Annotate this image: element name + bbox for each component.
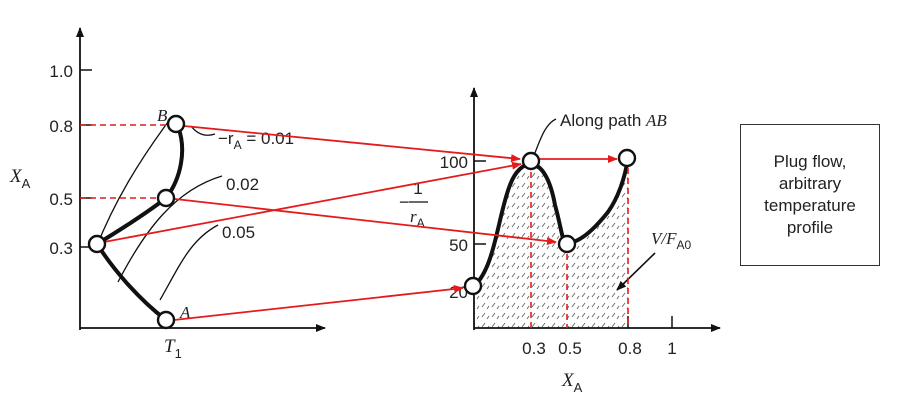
point-r-peak: [521, 151, 541, 171]
y-tick-1-0: 1.0: [49, 62, 73, 81]
left-dashed-guides: [80, 124, 176, 199]
point-r-valley: [557, 234, 577, 254]
point-r-start: [463, 276, 483, 296]
point-label-a: A: [179, 303, 191, 322]
path-label: Along path AB: [560, 111, 667, 130]
rate-curve-0-02: [117, 175, 223, 283]
point-x-03: [87, 234, 107, 254]
svg-text:rA: rA: [410, 207, 425, 230]
plug-flow-box: Plug flow, arbitrary temperature profile: [740, 124, 880, 266]
arrow-05-to-valley: [174, 198, 557, 245]
rate-curve-0-05: [159, 224, 219, 301]
point-x-05: [156, 188, 176, 208]
right-y-ticks: [474, 160, 486, 245]
point-a: [156, 310, 176, 330]
left-x-axis-label: T1: [164, 336, 182, 361]
right-y-tick-50: 50: [449, 236, 468, 255]
right-y-tick-100: 100: [440, 153, 468, 172]
right-dashed-guides: [530, 158, 629, 328]
point-b: [166, 114, 186, 134]
right-x-tick-0-8: 0.8: [618, 339, 642, 358]
right-x-axis-label: XA: [561, 370, 583, 395]
arrow-a-to-20: [173, 285, 464, 321]
right-x-tick-0-5: 0.5: [558, 339, 582, 358]
inverse-rate-curve: [472, 157, 630, 288]
y-tick-0-5: 0.5: [49, 190, 73, 209]
rate-label-0-02: 0.02: [226, 175, 259, 194]
svg-text:1: 1: [413, 179, 422, 198]
point-label-b: B: [157, 106, 168, 125]
area-label: V/FA0: [651, 229, 692, 252]
left-y-ticks: [80, 69, 92, 248]
right-y-axis-label: − 1 rA: [399, 179, 428, 230]
right-x-tick-1: 1: [667, 339, 676, 358]
left-plot: 1.0 0.8 0.5 0.3 XA T1 −rA = 0.01 0.02 0.…: [9, 27, 326, 361]
y-tick-0-3: 0.3: [49, 239, 73, 258]
point-r-end: [617, 148, 637, 168]
key-points: [87, 114, 637, 330]
y-tick-0-8: 0.8: [49, 117, 73, 136]
right-x-tick-0-3: 0.3: [522, 339, 546, 358]
arrow-03-to-peak: [103, 161, 522, 243]
svg-text:−: −: [399, 192, 410, 212]
operating-path: [94, 123, 185, 322]
right-x-ticks: [627, 316, 673, 328]
rate-label-0-05: 0.05: [222, 223, 255, 242]
path-label-leader: [532, 118, 557, 159]
left-y-axis-label: XA: [9, 166, 31, 191]
arrow-b-to-08: [183, 125, 521, 163]
rate-curve-0-01: [95, 121, 169, 249]
mapping-arrows: [103, 125, 618, 321]
rate-curve-0-01-leader: [190, 125, 216, 136]
area-label-arrow: [616, 252, 656, 291]
